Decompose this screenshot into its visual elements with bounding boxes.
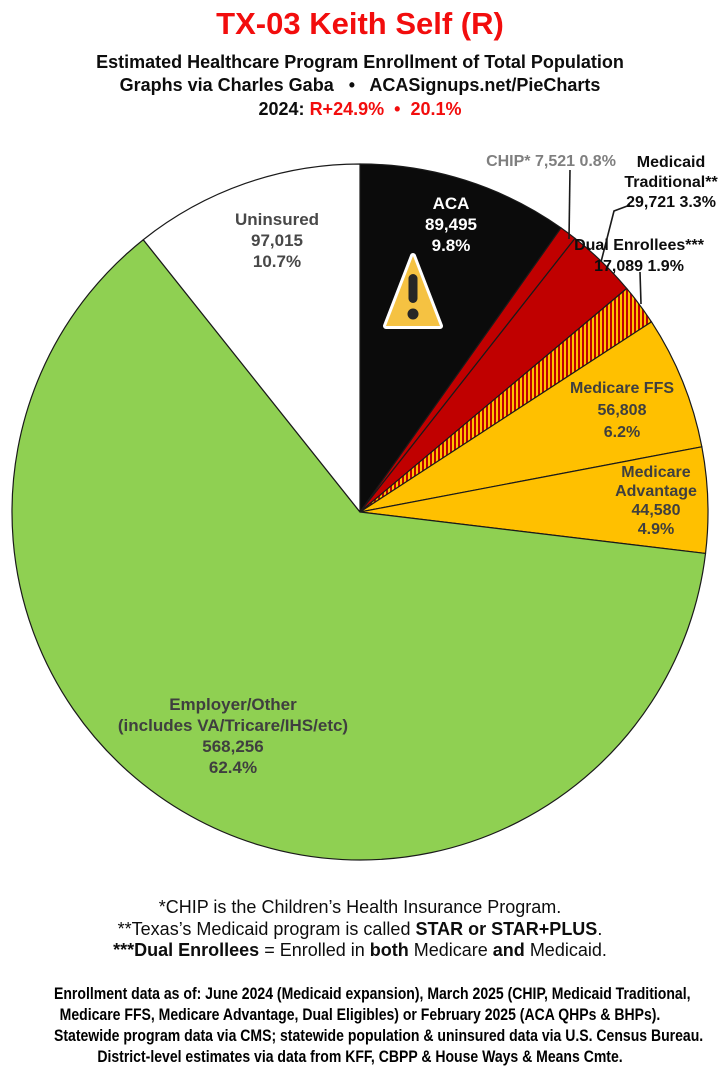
- medicaid-leader-line: [600, 204, 631, 263]
- page-title: TX-03 Keith Self (R): [216, 6, 504, 41]
- pie-slice-employer-other-includes-va-tricare-ihs-etc: [11, 239, 707, 861]
- source-line: District-level estimates via data from K…: [97, 1048, 623, 1066]
- slice-label-chip: CHIP* 7,521 0.8%: [486, 153, 616, 170]
- slice-label-dual-enrollees: Dual Enrollees*** 17,089 1.9%: [574, 237, 704, 275]
- chart-subtitle: Estimated Healthcare Program Enrollment …: [96, 52, 624, 72]
- slice-label-medicaid-traditional: Medicaid Traditional** 29,721 3.3%: [624, 154, 718, 211]
- source-line: Medicare FFS, Medicare Advantage, Dual E…: [59, 1006, 661, 1024]
- footnote-dual: ***Dual Enrollees = Enrolled in both Med…: [113, 940, 607, 960]
- pie-slice-aca: [359, 163, 562, 513]
- pie-slices: [11, 163, 709, 861]
- slice-label-aca: ACA 89,495 9.8%: [425, 194, 477, 255]
- footnote-medicaid: **Texas’s Medicaid program is called STA…: [117, 918, 603, 939]
- source-line: Statewide program data via CMS; statewid…: [54, 1027, 704, 1045]
- source-block: Enrollment data as of: June 2024 (Medica…: [0, 984, 720, 1068]
- warning-icon: [383, 253, 443, 329]
- pie-slice-uninsured: [142, 163, 361, 513]
- footnote-chip: *CHIP is the Children’s Health Insurance…: [158, 897, 562, 917]
- pie-slice-medicare-ffs: [359, 321, 703, 513]
- leader-lines: [568, 169, 642, 305]
- pie-chart: [11, 163, 709, 861]
- slice-label-medicare-advantage: Medicare Advantage 44,580 4.9%: [615, 464, 697, 538]
- credit-line: Graphs via Charles Gaba • ACASignups.net…: [119, 75, 601, 95]
- footnotes: *CHIP is the Children’s Health Insurance…: [0, 897, 720, 962]
- chip-leader-line: [568, 169, 571, 240]
- slice-label-employer-other: Employer/Other (includes VA/Tricare/IHS/e…: [117, 695, 349, 777]
- slice-label-medicare-ffs: Medicare FFS 56,808 6.2%: [569, 380, 675, 441]
- source-line: Enrollment data as of: June 2024 (Medica…: [54, 985, 691, 1003]
- dual-leader-line: [639, 271, 642, 305]
- partisan-lean-line: 2024: R+24.9% • 20.1%: [258, 99, 462, 119]
- slice-label-uninsured: Uninsured 97,015 10.7%: [234, 210, 320, 271]
